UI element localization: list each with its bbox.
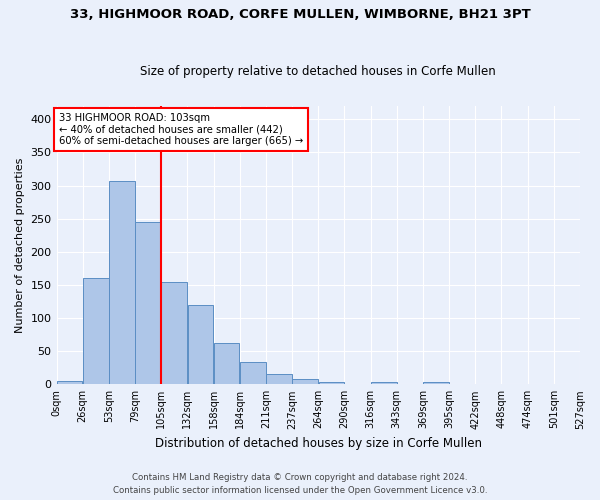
Bar — [57, 381, 82, 384]
Bar — [109, 181, 135, 384]
X-axis label: Distribution of detached houses by size in Corfe Mullen: Distribution of detached houses by size … — [155, 437, 482, 450]
Bar — [319, 382, 344, 384]
Title: Size of property relative to detached houses in Corfe Mullen: Size of property relative to detached ho… — [140, 66, 496, 78]
Bar — [292, 379, 318, 384]
Text: Contains HM Land Registry data © Crown copyright and database right 2024.
Contai: Contains HM Land Registry data © Crown c… — [113, 473, 487, 495]
Bar — [266, 374, 292, 384]
Bar — [240, 362, 266, 384]
Bar — [214, 343, 239, 384]
Bar — [83, 278, 109, 384]
Text: 33 HIGHMOOR ROAD: 103sqm
← 40% of detached houses are smaller (442)
60% of semi-: 33 HIGHMOOR ROAD: 103sqm ← 40% of detach… — [59, 112, 303, 146]
Bar — [188, 305, 214, 384]
Text: 33, HIGHMOOR ROAD, CORFE MULLEN, WIMBORNE, BH21 3PT: 33, HIGHMOOR ROAD, CORFE MULLEN, WIMBORN… — [70, 8, 530, 20]
Bar — [161, 282, 187, 385]
Bar — [371, 382, 397, 384]
Bar — [423, 382, 449, 384]
Y-axis label: Number of detached properties: Number of detached properties — [15, 158, 25, 333]
Bar — [136, 222, 161, 384]
